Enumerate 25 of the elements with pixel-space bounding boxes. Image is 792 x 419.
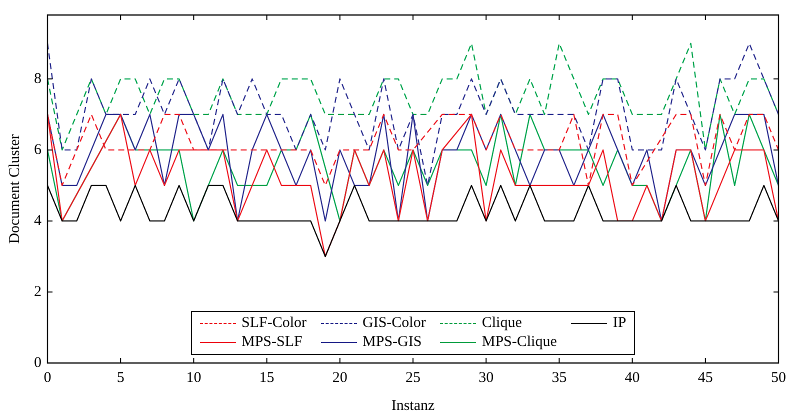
- legend-label: MPS-GIS: [362, 334, 422, 351]
- legend-label: GIS-Color: [362, 315, 426, 332]
- x-tick-label: 40: [624, 370, 640, 386]
- x-tick-label: 20: [332, 370, 348, 386]
- x-tick-label: 35: [552, 370, 567, 386]
- x-axis-title: Instanz: [391, 398, 435, 414]
- legend-label: Clique: [482, 315, 522, 332]
- x-tick-label: 10: [186, 370, 202, 386]
- x-tick-label: 5: [116, 370, 124, 386]
- legend-label: MPS-SLF: [242, 334, 302, 351]
- y-tick-label: 0: [34, 354, 42, 371]
- x-tick-label: 30: [478, 370, 494, 386]
- line-series: [48, 42, 778, 151]
- y-axis-title: Document Cluster: [6, 134, 23, 244]
- y-tick-label: 6: [34, 142, 42, 158]
- x-tick-label: 45: [698, 370, 713, 386]
- legend-label: SLF-Color: [242, 315, 307, 332]
- y-tick-label: 4: [34, 212, 42, 229]
- legend-label: IP: [612, 315, 626, 332]
- y-tick-label: 8: [34, 70, 42, 87]
- x-tick-label: 25: [406, 370, 420, 386]
- x-tick-label: 15: [259, 370, 274, 386]
- legend-label: MPS-Clique: [482, 334, 557, 351]
- x-tick-label: 50: [771, 370, 786, 386]
- y-tick-label: 2: [34, 284, 42, 300]
